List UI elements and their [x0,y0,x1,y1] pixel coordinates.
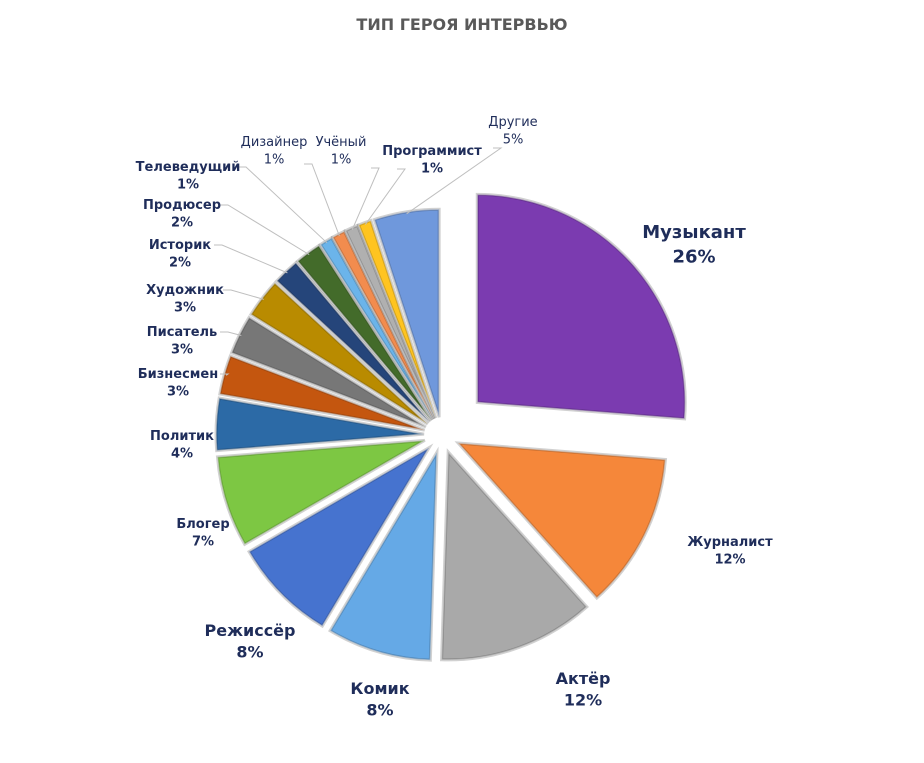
data-label-category: Продюсер [143,198,221,213]
pie-slice-10 [275,261,431,423]
data-label-3: Комик 8% [350,679,409,720]
data-label-category: Режиссёр [205,621,296,640]
pie-slice-3 [329,449,438,661]
leader-line-15 [364,168,406,225]
data-label-value: 1% [264,153,285,168]
data-label-5: Блогер 7% [176,517,229,550]
data-label-value: 2% [171,216,193,231]
data-label-value: 1% [177,178,199,193]
pie-slice-15 [357,219,437,419]
pie-slice-bevel-10 [274,260,431,424]
pie-slice-bevel-15 [356,218,438,419]
pie-slice-bevel-5 [215,438,426,547]
data-label-12: Телеведущий 1% [136,160,241,193]
data-label-10: Историк 2% [149,238,211,271]
pie-slice-bevel-1 [454,441,668,601]
data-label-15: Программист 1% [382,144,482,177]
pie-slice-0 [476,193,686,420]
pie-slice-bevel-11 [295,243,433,422]
pie-slice-bevel-9 [248,280,429,426]
leader-line-9 [223,289,264,300]
data-label-category: Программист [382,144,482,159]
pie-slice-bevel-4 [246,443,434,629]
leader-line-12 [238,166,328,244]
leader-line-14 [351,167,380,230]
data-label-0: Музыкант 26% [642,222,746,267]
leader-line-13 [304,163,340,237]
pie-slice-7 [218,355,425,431]
data-label-7: Бизнесмен 3% [138,367,219,400]
data-label-value: 26% [672,246,715,267]
data-label-category: Блогер [176,517,229,532]
data-label-category: Учёный [316,135,367,150]
data-label-value: 3% [174,301,196,316]
data-label-value: 3% [167,385,189,400]
data-label-value: 5% [503,133,524,148]
pie-slice-14 [344,224,436,419]
data-label-9: Художник 3% [146,283,224,316]
data-label-14: Учёный 1% [316,135,367,168]
pie-slice-bevel-7 [218,354,426,432]
leader-line-16 [406,147,503,215]
data-label-value: 12% [564,691,602,710]
data-label-value: 2% [169,256,191,271]
data-label-1: Журналист 12% [687,535,773,568]
leader-line-11 [220,204,310,256]
data-label-value: 1% [421,162,443,177]
data-label-2: Актёр 12% [556,669,611,710]
pie-slice-bevel-3 [328,446,439,662]
data-label-category: Актёр [556,669,611,688]
pie-slice-4 [248,445,432,628]
data-label-8: Писатель 3% [147,325,218,358]
data-label-11: Продюсер 2% [143,198,221,231]
pie-slice-1 [456,442,667,600]
data-label-category: Другие [488,115,537,130]
data-label-category: Комик [350,679,409,698]
data-label-4: Режиссёр 8% [205,621,296,662]
pie-slice-bevel-6 [214,396,425,453]
data-label-value: 8% [366,701,393,720]
pie-slice-bevel-12 [318,235,435,421]
leader-line-10 [214,244,288,274]
data-label-16: Другие 5% [488,115,537,148]
data-label-category: Дизайнер [241,135,308,150]
data-label-category: Историк [149,238,211,253]
data-label-category: Политик [150,429,214,444]
data-label-category: Телеведущий [136,160,241,175]
pie-slice-2 [440,450,588,661]
pie-slice-bevel-14 [343,223,437,420]
data-label-category: Писатель [147,325,218,340]
data-label-6: Политик 4% [150,429,214,462]
pie-slice-bevel-16 [372,207,441,418]
data-label-value: 3% [171,343,193,358]
data-label-category: Музыкант [642,222,746,243]
data-label-category: Художник [146,283,224,298]
data-label-category: Журналист [687,535,773,550]
data-label-category: Бизнесмен [138,367,219,382]
pie-slice-6 [215,397,425,452]
leader-line-8 [220,331,242,337]
data-label-value: 4% [171,447,193,462]
data-label-value: 1% [331,153,352,168]
pie-slice-bevel-0 [475,192,687,421]
data-label-13: Дизайнер 1% [241,135,308,168]
pie-slice-11 [296,244,432,421]
pie-slice-16 [373,208,440,418]
pie-slice-5 [216,439,426,546]
chart-title: ТИП ГЕРОЯ ИНТЕРВЬЮ [356,15,567,34]
data-label-value: 12% [714,553,745,568]
data-label-value: 8% [236,643,263,662]
pie-slice-12 [319,236,434,420]
pie-slice-bevel-2 [440,448,589,662]
pie-slice-9 [249,281,429,425]
leader-line-7 [220,373,230,376]
data-label-value: 7% [192,535,214,550]
